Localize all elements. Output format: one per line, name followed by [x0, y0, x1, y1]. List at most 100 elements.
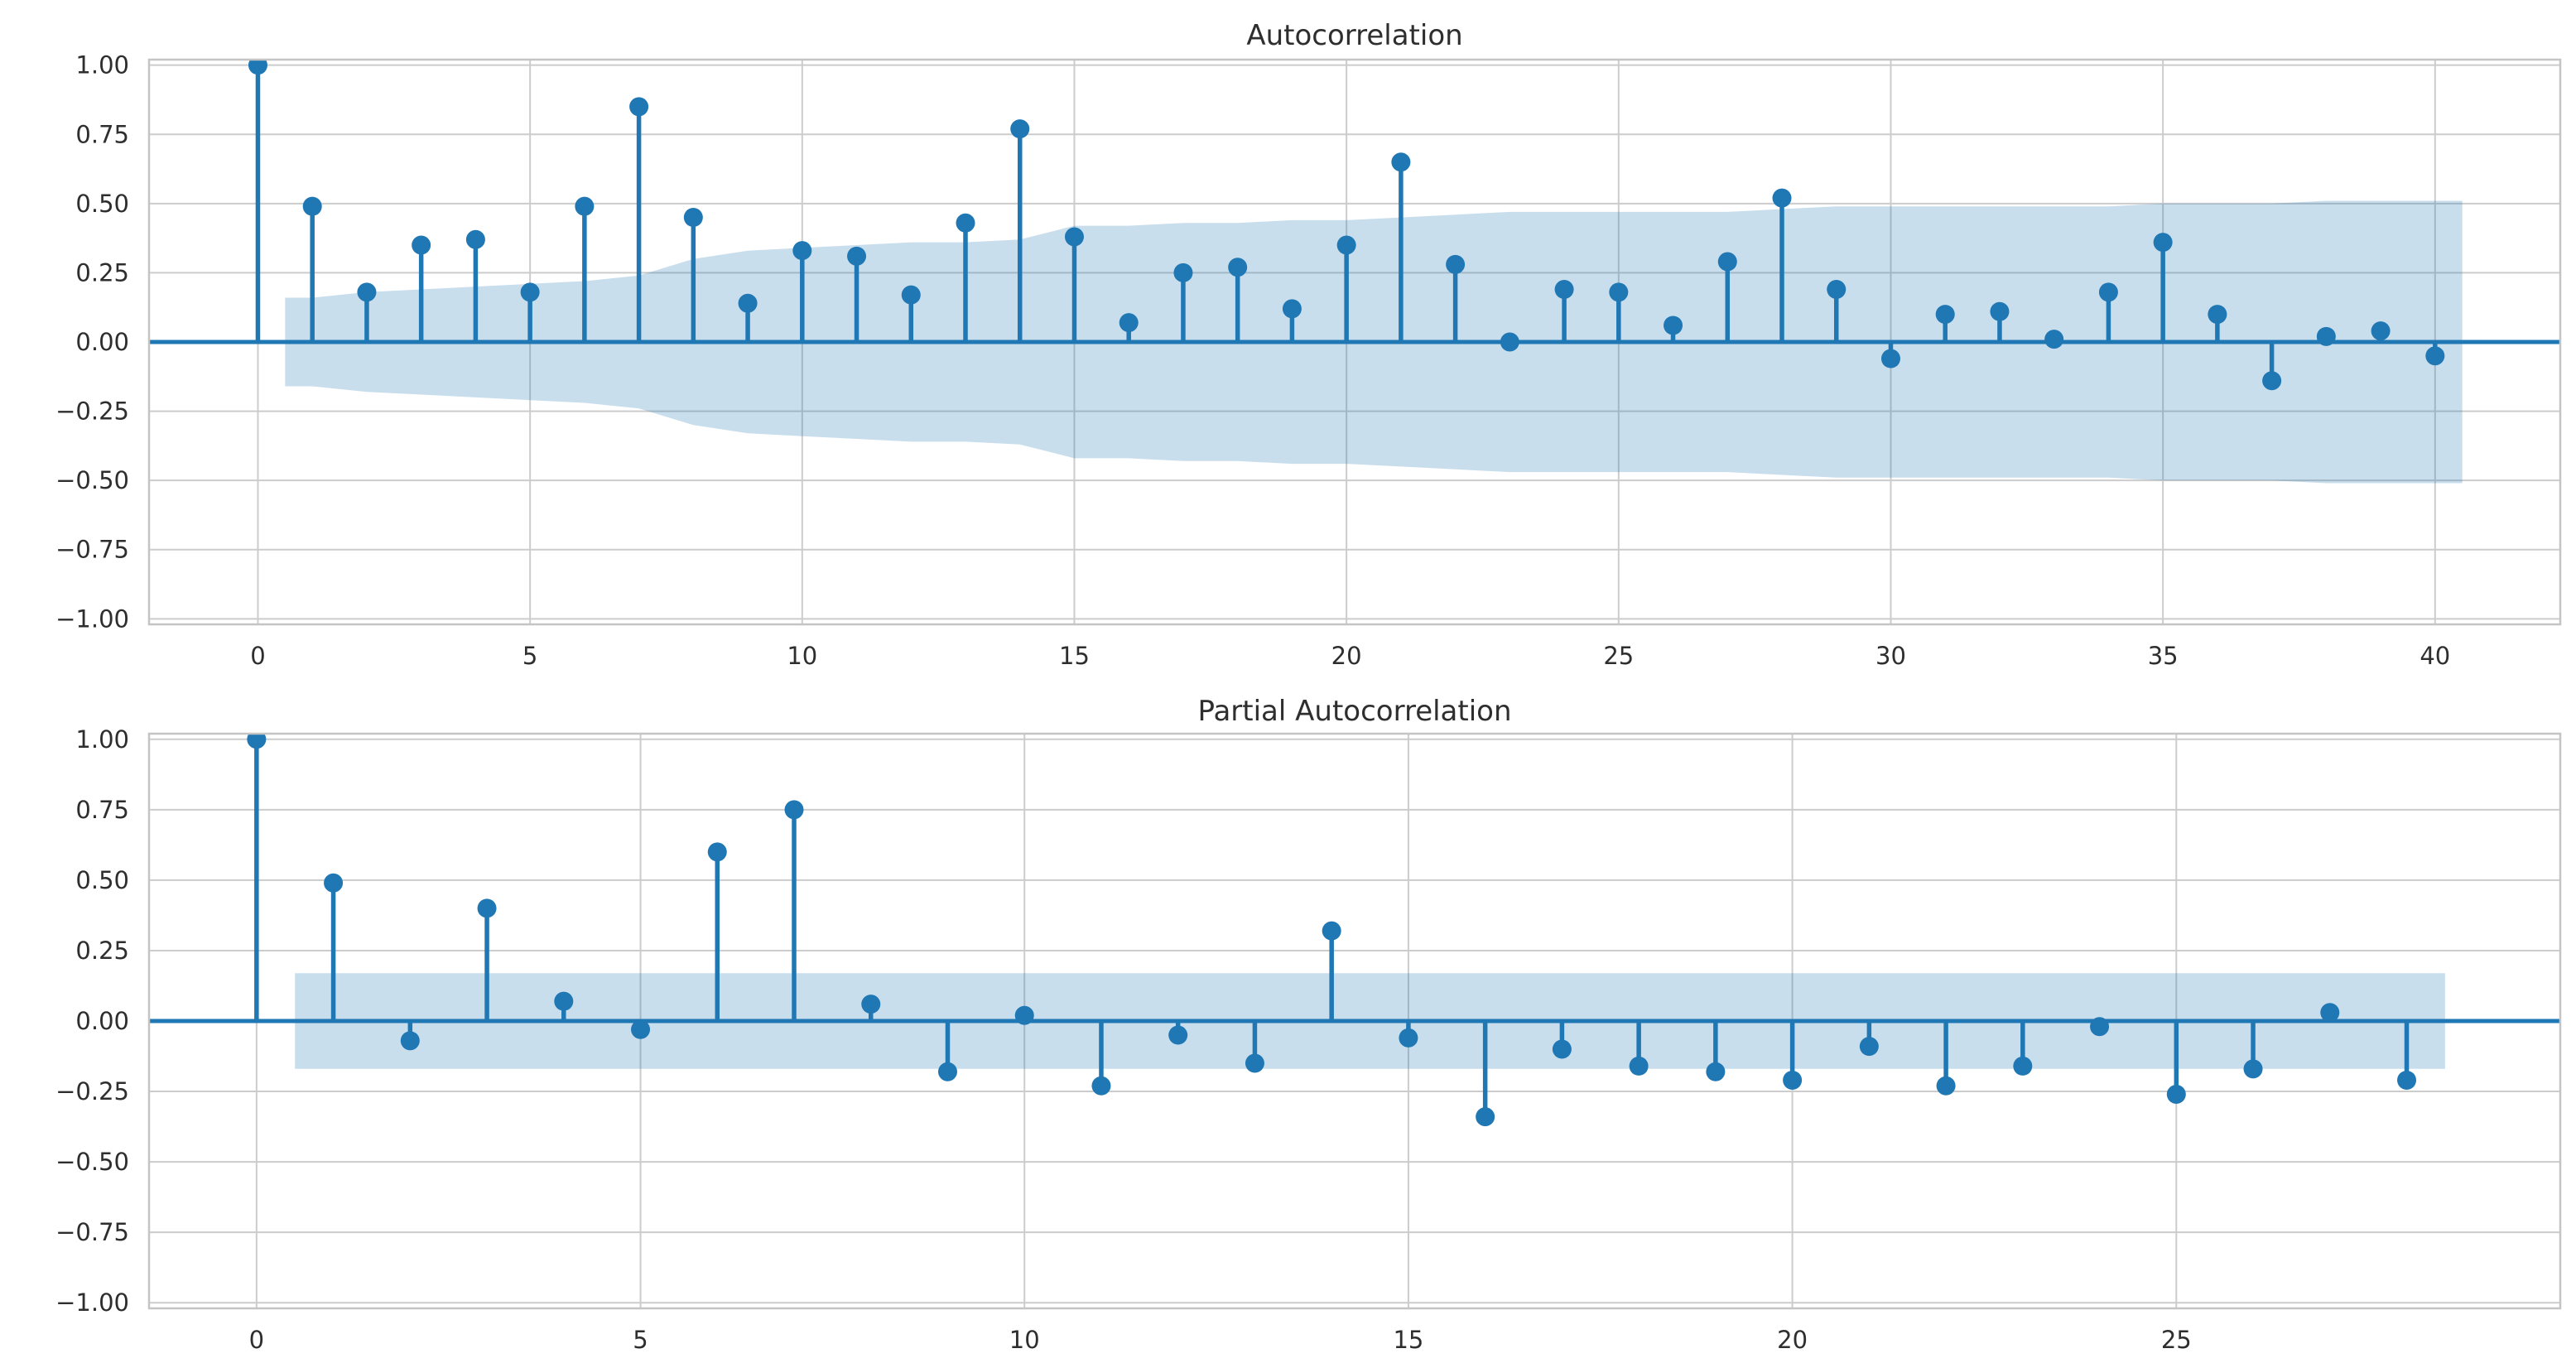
marker-lag-9: [738, 293, 758, 313]
marker-lag-12: [1168, 1025, 1188, 1045]
marker-lag-37: [2262, 371, 2282, 391]
marker-lag-32: [1990, 301, 2010, 321]
pacf-plot-area: [149, 734, 2560, 1127]
y-tick-label: −1.00: [55, 604, 129, 633]
x-tick-label: 35: [2148, 642, 2179, 670]
marker-lag-16: [1476, 1107, 1495, 1127]
marker-lag-33: [2044, 330, 2064, 349]
y-tick-label: −1.00: [55, 1288, 129, 1317]
y-tick-label: −0.75: [55, 1218, 129, 1246]
y-tick-label: −0.50: [55, 1148, 129, 1176]
y-tick-label: 1.00: [75, 51, 129, 79]
y-tick-label: 0.00: [75, 328, 129, 356]
marker-lag-15: [1399, 1028, 1418, 1048]
marker-lag-29: [1827, 279, 1847, 299]
marker-lag-23: [1500, 332, 1519, 352]
x-tick-label: 10: [1009, 1326, 1040, 1354]
x-tick-label: 5: [522, 642, 537, 670]
marker-lag-3: [477, 898, 497, 918]
x-tick-label: 20: [1331, 642, 1362, 670]
marker-lag-19: [1282, 299, 1302, 319]
marker-lag-22: [1446, 254, 1466, 274]
marker-lag-2: [400, 1031, 420, 1051]
y-tick-label: 0.50: [75, 866, 129, 894]
marker-lag-6: [575, 196, 595, 216]
marker-lag-24: [1554, 279, 1574, 299]
marker-lag-40: [2425, 346, 2445, 366]
x-tick-label: 40: [2420, 642, 2450, 670]
marker-lag-19: [1706, 1062, 1726, 1081]
pacf-stems: [247, 734, 2417, 1127]
marker-lag-11: [847, 246, 867, 266]
x-tick-label: 10: [787, 642, 817, 670]
y-tick-label: −0.75: [55, 536, 129, 564]
marker-lag-14: [1322, 921, 1341, 941]
marker-lag-20: [1783, 1070, 1803, 1090]
marker-lag-2: [357, 282, 377, 302]
y-tick-label: 0.50: [75, 190, 129, 218]
marker-lag-5: [631, 1019, 651, 1039]
marker-lag-34: [2098, 282, 2118, 302]
x-tick-label: 0: [249, 1326, 264, 1354]
marker-lag-10: [792, 241, 812, 261]
marker-lag-4: [554, 991, 574, 1011]
y-tick-label: 0.75: [75, 120, 129, 148]
pacf-panel: 1.00 0.75 0.50 0.25 0.00 −0.25 −0.50 −0.75 −1.00…: [55, 695, 2562, 1354]
marker-lag-27: [1717, 252, 1737, 272]
y-tick-label: 0.00: [75, 1007, 129, 1035]
marker-lag-4: [465, 229, 485, 249]
y-tick-label: −0.50: [55, 466, 129, 494]
x-tick-label: 5: [633, 1326, 648, 1354]
marker-lag-8: [683, 208, 703, 228]
x-tick-label: 15: [1059, 642, 1090, 670]
marker-lag-21: [1859, 1037, 1879, 1057]
marker-lag-11: [1091, 1076, 1111, 1096]
acf-title: Autocorrelation: [1246, 19, 1462, 52]
x-tick-label: 15: [1393, 1326, 1423, 1354]
marker-lag-5: [520, 282, 540, 302]
x-tick-label: 25: [2161, 1326, 2192, 1354]
marker-lag-25: [1609, 282, 1629, 302]
x-tick-label: 25: [1603, 642, 1634, 670]
marker-lag-17: [1173, 262, 1193, 282]
marker-lag-6: [707, 842, 727, 862]
y-tick-label: 0.25: [75, 258, 129, 287]
marker-lag-16: [1119, 313, 1139, 333]
y-tick-label: 1.00: [75, 725, 129, 754]
marker-lag-26: [1664, 315, 1683, 335]
y-tick-label: 0.25: [75, 937, 129, 965]
marker-lag-23: [2013, 1056, 2033, 1076]
marker-lag-1: [302, 196, 322, 216]
marker-lag-18: [1629, 1056, 1649, 1076]
marker-lag-27: [2320, 1003, 2340, 1023]
x-tick-label: 20: [1777, 1326, 1808, 1354]
marker-lag-21: [1391, 152, 1411, 172]
x-tick-label: 0: [250, 642, 265, 670]
marker-lag-1: [324, 873, 344, 893]
y-tick-label: 0.75: [75, 796, 129, 824]
x-tick-label: 30: [1875, 642, 1906, 670]
marker-lag-3: [412, 235, 431, 255]
marker-lag-39: [2371, 321, 2391, 341]
y-tick-label: −0.25: [55, 1077, 129, 1105]
marker-lag-24: [2090, 1017, 2110, 1037]
acf-plot-area: [149, 60, 2560, 484]
acf-panel: 1.00 0.75 0.50 0.25 0.00 −0.25 −0.50 −0.75 −1.00…: [55, 19, 2562, 670]
axes-frame: [147, 732, 2562, 1310]
y-tick-label: −0.25: [55, 397, 129, 426]
marker-lag-17: [1552, 1039, 1572, 1059]
marker-lag-13: [956, 213, 975, 233]
pacf-title: Partial Autocorrelation: [1197, 695, 1511, 728]
marker-lag-22: [1936, 1076, 1956, 1096]
marker-lag-18: [1228, 258, 1248, 277]
marker-lag-36: [2208, 305, 2227, 325]
marker-lag-30: [1880, 349, 1900, 368]
marker-lag-10: [1014, 1005, 1034, 1025]
marker-lag-31: [1935, 305, 1955, 325]
marker-lag-8: [861, 995, 881, 1014]
marker-lag-28: [1772, 188, 1792, 208]
marker-lag-0: [248, 60, 267, 75]
marker-lag-14: [1010, 119, 1030, 139]
marker-lag-38: [2316, 326, 2336, 346]
